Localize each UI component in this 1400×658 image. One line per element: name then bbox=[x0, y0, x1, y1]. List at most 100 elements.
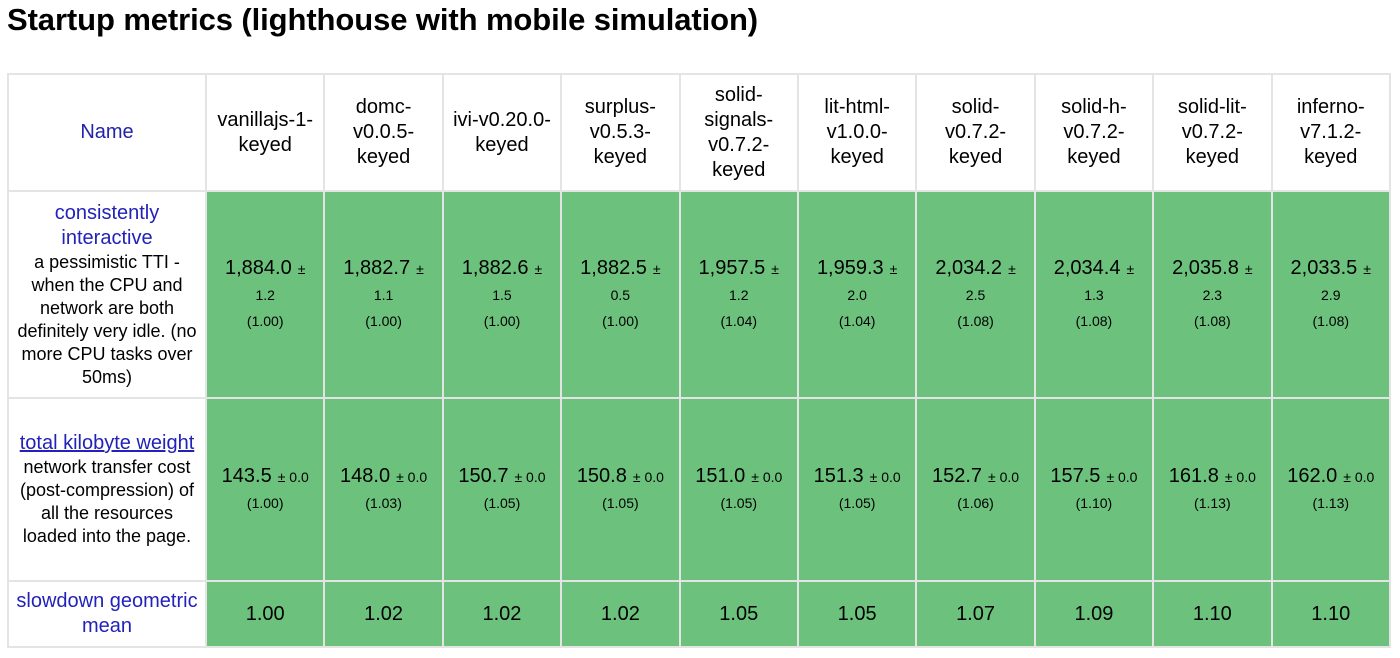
metric-deviation: 1.3 bbox=[1084, 287, 1104, 303]
metric-ratio: (1.00) bbox=[602, 313, 639, 329]
metric-ratio: (1.05) bbox=[838, 495, 876, 511]
header-row: Name vanillajs-1-keyed domc-v0.0.5-keyed… bbox=[7, 73, 1392, 192]
geometric-mean-cell: 1.10 bbox=[1270, 580, 1392, 648]
metric-value: 1,884.0 bbox=[224, 257, 292, 279]
metric-deviation: 2.9 bbox=[1321, 287, 1341, 303]
metric-cell: 1,882.6 ±1.5 (1.00) bbox=[441, 190, 563, 399]
metric-value: 152.7 bbox=[931, 465, 983, 487]
metric-deviation: 2.3 bbox=[1202, 287, 1223, 303]
metric-cell: 1,882.5 ±0.5 (1.00) bbox=[560, 190, 681, 399]
plus-minus-deviation: ± 0.0 bbox=[396, 469, 428, 485]
framework-header[interactable]: solid-signals-v0.7.2-keyed bbox=[678, 73, 799, 192]
metric-ratio: (1.05) bbox=[720, 495, 758, 511]
metric-value: 1,882.7 bbox=[343, 257, 411, 279]
metric-value: 2,033.5 bbox=[1290, 257, 1358, 279]
framework-header[interactable]: domc-v0.0.5-keyed bbox=[323, 73, 444, 192]
geometric-mean-cell: 1.02 bbox=[323, 580, 444, 648]
metric-cell: 2,034.4 ±1.3 (1.08) bbox=[1033, 190, 1155, 399]
metric-ratio: (1.00) bbox=[483, 313, 521, 329]
geometric-mean-cell: 1.05 bbox=[796, 580, 918, 648]
metric-ratio: (1.10) bbox=[1075, 495, 1113, 511]
metric-cell: 162.0 ± 0.0 (1.13) bbox=[1270, 397, 1392, 582]
metric-ratio: (1.00) bbox=[246, 495, 284, 511]
metric-ratio: (1.08) bbox=[957, 313, 994, 329]
geometric-mean-cell: 1.05 bbox=[678, 580, 799, 648]
metric-cell: 1,959.3 ±2.0 (1.04) bbox=[796, 190, 918, 399]
metric-ratio: (1.08) bbox=[1194, 313, 1231, 329]
metric-deviation: 1.5 bbox=[492, 287, 512, 303]
geometric-mean-cell: 1.09 bbox=[1033, 580, 1155, 648]
metric-cell: 161.8 ± 0.0 (1.13) bbox=[1152, 397, 1273, 582]
metric-cell: 1,882.7 ±1.1 (1.00) bbox=[323, 190, 444, 399]
framework-header[interactable]: inferno-v7.1.2-keyed bbox=[1270, 73, 1392, 192]
metric-cell: 148.0 ± 0.0 (1.03) bbox=[323, 397, 444, 582]
metric-value: 2,035.8 bbox=[1172, 257, 1239, 279]
metric-deviation: 2.5 bbox=[965, 287, 986, 303]
row-label: consistently interactive a pessimistic T… bbox=[7, 190, 207, 399]
metric-cell: 143.5 ± 0.0 (1.00) bbox=[204, 397, 326, 582]
framework-header[interactable]: ivi-v0.20.0-keyed bbox=[441, 73, 563, 192]
plus-minus-deviation: ± 0.0 bbox=[751, 469, 783, 485]
metric-cell: 2,035.8 ±2.3 (1.08) bbox=[1152, 190, 1273, 399]
metric-deviation: 1.2 bbox=[729, 287, 749, 303]
plus-minus-deviation: ± 0.0 bbox=[1106, 469, 1138, 485]
plus-minus-deviation: ± 0.0 bbox=[632, 469, 664, 485]
plus-minus-deviation: ± 0.0 bbox=[514, 469, 546, 485]
geometric-mean-cell: 1.02 bbox=[441, 580, 563, 648]
metric-value: 162.0 bbox=[1287, 465, 1338, 487]
metric-ratio: (1.05) bbox=[602, 495, 639, 511]
framework-header[interactable]: solid-v0.7.2-keyed bbox=[915, 73, 1036, 192]
metric-ratio: (1.03) bbox=[365, 495, 402, 511]
metric-cell: 151.0 ± 0.0 (1.05) bbox=[678, 397, 799, 582]
metric-cell: 157.5 ± 0.0 (1.10) bbox=[1033, 397, 1155, 582]
framework-header[interactable]: solid-h-v0.7.2-keyed bbox=[1033, 73, 1155, 192]
plus-minus: ± bbox=[1363, 261, 1371, 277]
metric-ratio: (1.13) bbox=[1194, 495, 1231, 511]
metric-value: 2,034.2 bbox=[935, 257, 1003, 279]
geometric-mean-cell: 1.00 bbox=[204, 580, 326, 648]
framework-header[interactable]: vanillajs-1-keyed bbox=[204, 73, 326, 192]
metric-deviation: 1.1 bbox=[373, 287, 394, 303]
metric-cell: 2,033.5 ±2.9 (1.08) bbox=[1270, 190, 1392, 399]
plus-minus: ± bbox=[1008, 261, 1016, 277]
metric-value: 151.0 bbox=[695, 465, 746, 487]
plus-minus: ± bbox=[652, 261, 661, 277]
plus-minus-deviation: ± 0.0 bbox=[277, 469, 309, 485]
metric-value: 1,882.6 bbox=[461, 257, 529, 279]
plus-minus-deviation: ± 0.0 bbox=[988, 469, 1020, 485]
metric-value: 1,959.3 bbox=[816, 257, 884, 279]
geometric-mean-cell: 1.07 bbox=[915, 580, 1036, 648]
row-label: slowdown geometric mean bbox=[7, 580, 207, 648]
plus-minus: ± bbox=[1244, 261, 1253, 277]
metric-value: 161.8 bbox=[1168, 465, 1219, 487]
metric-value: 157.5 bbox=[1050, 465, 1101, 487]
table-row-geometric-mean: slowdown geometric mean 1.00 1.02 1.02 1.02… bbox=[7, 580, 1392, 648]
metric-cell: 150.8 ± 0.0 (1.05) bbox=[560, 397, 681, 582]
results-table: Name vanillajs-1-keyed domc-v0.0.5-keyed… bbox=[7, 73, 1392, 648]
plus-minus-deviation: ± 0.0 bbox=[1343, 469, 1375, 485]
metric-title: slowdown geometric mean bbox=[16, 590, 198, 637]
metric-value: 1,957.5 bbox=[698, 257, 766, 279]
page-title: Startup metrics (lighthouse with mobile … bbox=[7, 2, 759, 37]
plus-minus: ± bbox=[889, 261, 898, 277]
metric-value: 1,882.5 bbox=[580, 257, 647, 279]
metric-ratio: (1.06) bbox=[957, 495, 994, 511]
geometric-mean-cell: 1.02 bbox=[560, 580, 681, 648]
table-row-consistently-interactive: consistently interactive a pessimistic T… bbox=[7, 190, 1392, 399]
metric-cell: 151.3 ± 0.0 (1.05) bbox=[796, 397, 918, 582]
metric-ratio: (1.04) bbox=[838, 313, 876, 329]
framework-header[interactable]: solid-lit-v0.7.2-keyed bbox=[1152, 73, 1273, 192]
metric-ratio: (1.08) bbox=[1075, 313, 1113, 329]
plus-minus-deviation: ± 0.0 bbox=[869, 469, 901, 485]
plus-minus: ± bbox=[1126, 261, 1135, 277]
metric-cell: 1,884.0 ±1.2 (1.00) bbox=[204, 190, 326, 399]
metric-value: 2,034.4 bbox=[1053, 257, 1121, 279]
plus-minus-deviation: ± 0.0 bbox=[1224, 469, 1256, 485]
framework-header[interactable]: surplus-v0.5.3-keyed bbox=[560, 73, 681, 192]
name-header[interactable]: Name bbox=[7, 73, 207, 192]
metric-value: 150.8 bbox=[576, 465, 627, 487]
row-label: total kilobyte weight network transfer c… bbox=[7, 397, 207, 582]
framework-header[interactable]: lit-html-v1.0.0-keyed bbox=[796, 73, 918, 192]
metric-title-link[interactable]: total kilobyte weight bbox=[19, 432, 195, 454]
metric-cell: 1,957.5 ±1.2 (1.04) bbox=[678, 190, 799, 399]
